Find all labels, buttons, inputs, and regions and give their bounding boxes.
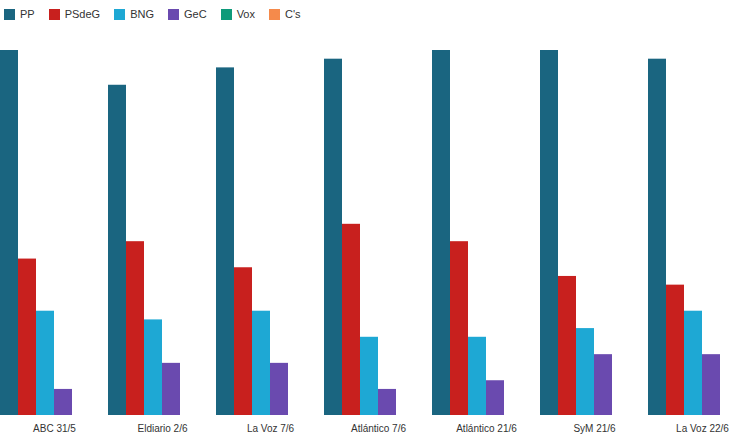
svg-text:Atlántico 7/6: Atlántico 7/6 (351, 423, 406, 434)
svg-text:SyM 21/6: SyM 21/6 (573, 423, 616, 434)
html-text:BNG: BNG (130, 8, 154, 20)
html-text:PSdeG: PSdeG (64, 8, 101, 20)
html-text:GeC: GeC (184, 8, 207, 20)
svg-text:ABC 31/5: ABC 31/5 (33, 423, 76, 434)
html-text:C's: C's (285, 8, 301, 20)
svg-text:Atlántico 21/6: Atlántico 21/6 (456, 423, 517, 434)
html-text:Vox: Vox (236, 8, 255, 20)
svg-text:La Voz 7/6: La Voz 7/6 (247, 423, 295, 434)
svg-text:Eldiario 2/6: Eldiario 2/6 (137, 423, 187, 434)
svg-text:La Voz 22/6: La Voz 22/6 (676, 423, 729, 434)
html-text:PP: PP (20, 8, 35, 20)
